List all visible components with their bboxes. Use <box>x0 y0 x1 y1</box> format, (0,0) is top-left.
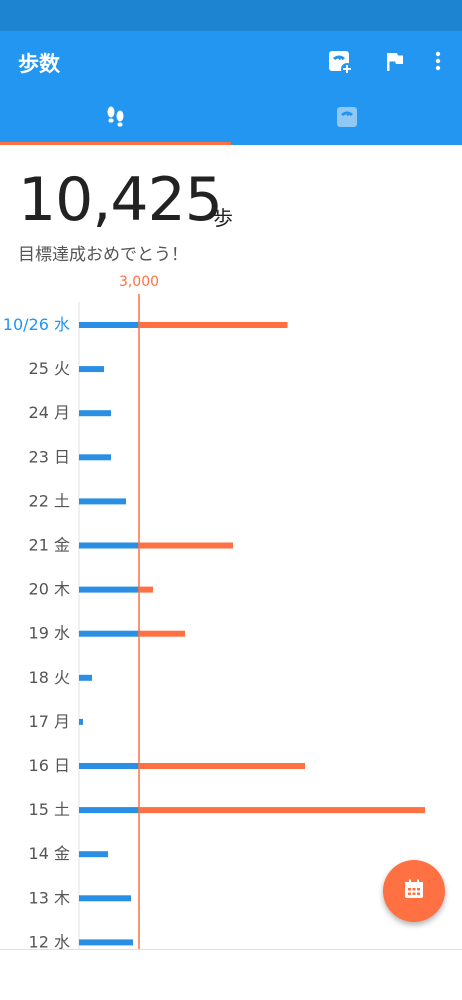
steps-bar-over-goal <box>139 763 305 769</box>
bottom-divider <box>0 949 462 950</box>
day-label: 24 月 <box>29 403 70 422</box>
steps-chart: 3,000 10/26 水 25 火 24 月 23 日 22 土 21 金 20 木 19 水… <box>0 262 462 951</box>
steps-bar <box>79 718 83 725</box>
steps-bar <box>79 895 131 902</box>
day-label: 16 日 <box>29 756 70 775</box>
steps-bar <box>79 674 92 681</box>
steps-bar <box>79 939 133 946</box>
steps-bar <box>79 366 104 373</box>
calendar-fab[interactable] <box>383 860 445 922</box>
goal-message: 目標達成おめでとう！ <box>18 245 188 265</box>
steps-bar <box>79 410 111 417</box>
day-label: 19 水 <box>29 624 70 643</box>
steps-bar <box>79 586 139 593</box>
more-vert-icon[interactable] <box>426 49 452 75</box>
app-title: 歩数 <box>18 52 60 76</box>
steps-bar <box>79 542 139 549</box>
scale-icon <box>335 105 359 133</box>
steps-bar <box>79 851 108 858</box>
tab-indicator <box>0 142 231 145</box>
steps-bar-over-goal <box>139 322 288 328</box>
steps-bar <box>79 454 111 461</box>
goal-label: 3,000 <box>119 274 159 290</box>
status-bar <box>0 0 462 31</box>
day-label: 18 火 <box>29 668 70 687</box>
app-bar: 歩数 <box>0 31 462 93</box>
steps-bar <box>79 763 139 769</box>
day-label: 13 木 <box>29 888 70 907</box>
day-label: 21 金 <box>29 536 70 555</box>
tab-weight[interactable] <box>231 93 462 145</box>
day-label: 23 日 <box>29 447 70 466</box>
calendar-icon <box>403 878 425 904</box>
footsteps-icon <box>104 104 128 134</box>
day-label: 25 火 <box>29 359 70 378</box>
tab-bar <box>0 93 462 145</box>
steps-bar <box>79 498 126 505</box>
day-label: 22 土 <box>29 491 70 510</box>
steps-count: 10,425 <box>18 165 223 235</box>
day-label: 14 金 <box>29 844 70 863</box>
day-label: 15 土 <box>29 800 70 819</box>
steps-bar <box>79 322 139 328</box>
scale-add-icon[interactable] <box>327 49 353 75</box>
steps-bar <box>79 630 139 637</box>
day-label: 10/26 水 <box>3 315 70 334</box>
steps-chart-svg: 3,000 10/26 水 25 火 24 月 23 日 22 土 21 金 20 木 19 水… <box>3 274 425 951</box>
steps-bar-over-goal <box>139 630 185 637</box>
day-label: 17 月 <box>29 712 70 731</box>
day-label: 12 水 <box>29 932 70 950</box>
day-label: 20 木 <box>29 580 70 599</box>
steps-unit: 歩 <box>213 206 233 230</box>
steps-bar-over-goal <box>139 542 233 549</box>
steps-bar-over-goal <box>139 586 153 593</box>
steps-bar-over-goal <box>139 807 425 814</box>
flag-icon[interactable] <box>382 49 408 75</box>
tab-steps[interactable] <box>0 93 231 145</box>
steps-bar <box>79 807 139 814</box>
